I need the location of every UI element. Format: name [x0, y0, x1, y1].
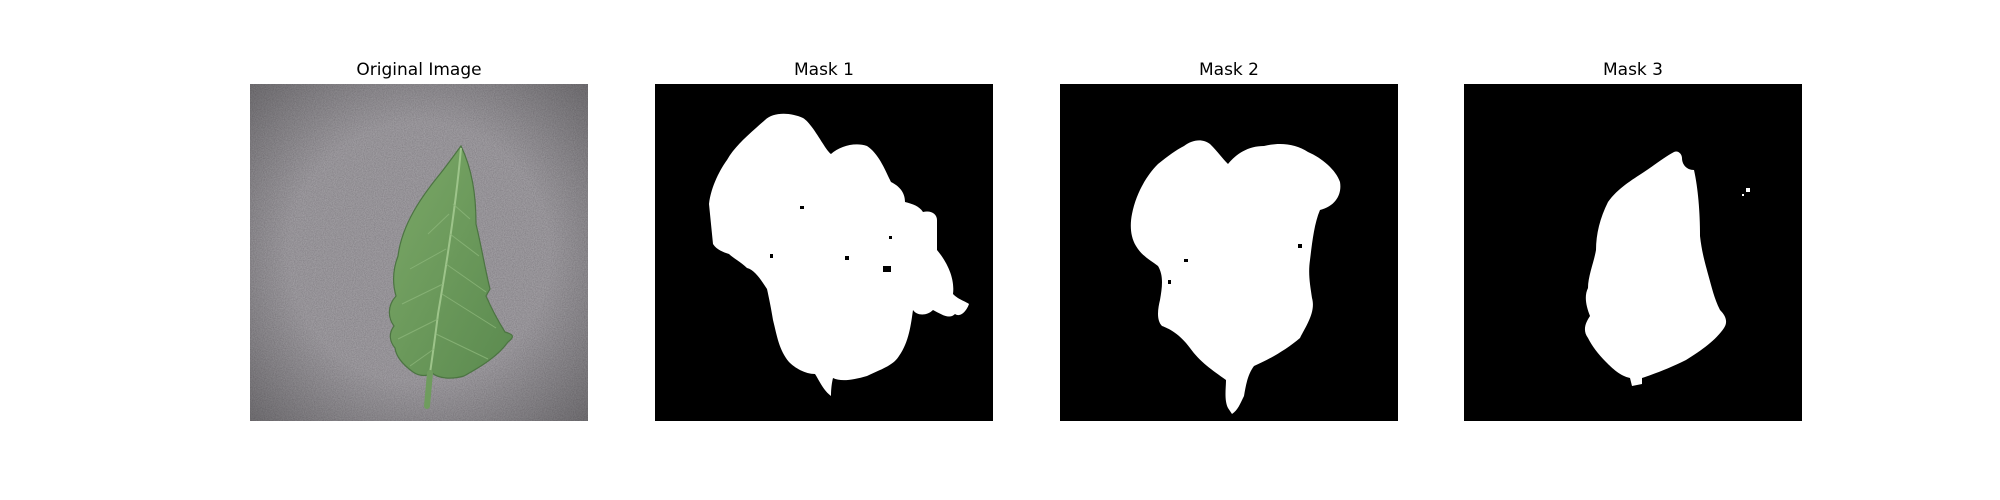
mask-holes — [1168, 244, 1302, 284]
mask-3-image — [1464, 84, 1802, 421]
mask-1-image — [655, 84, 993, 421]
mask-region — [1130, 140, 1341, 414]
mask-region — [1584, 151, 1727, 386]
panel-title-original-image: Original Image — [356, 60, 482, 80]
leaf — [388, 144, 513, 379]
leaf-midrib — [429, 147, 462, 374]
mask-speck — [1746, 188, 1750, 192]
leaf-stem — [424, 370, 433, 409]
panel-title-mask-3: Mask 3 — [1602, 60, 1663, 80]
leaf-veins — [397, 203, 497, 367]
panel-title-mask-2: Mask 2 — [1198, 60, 1259, 80]
mask-2-image — [1060, 84, 1398, 421]
panel-title-mask-1: Mask 1 — [793, 60, 854, 80]
mask-holes — [770, 206, 892, 272]
original-image — [250, 84, 588, 421]
mask-speck — [1742, 194, 1744, 196]
mask-region — [709, 113, 969, 397]
